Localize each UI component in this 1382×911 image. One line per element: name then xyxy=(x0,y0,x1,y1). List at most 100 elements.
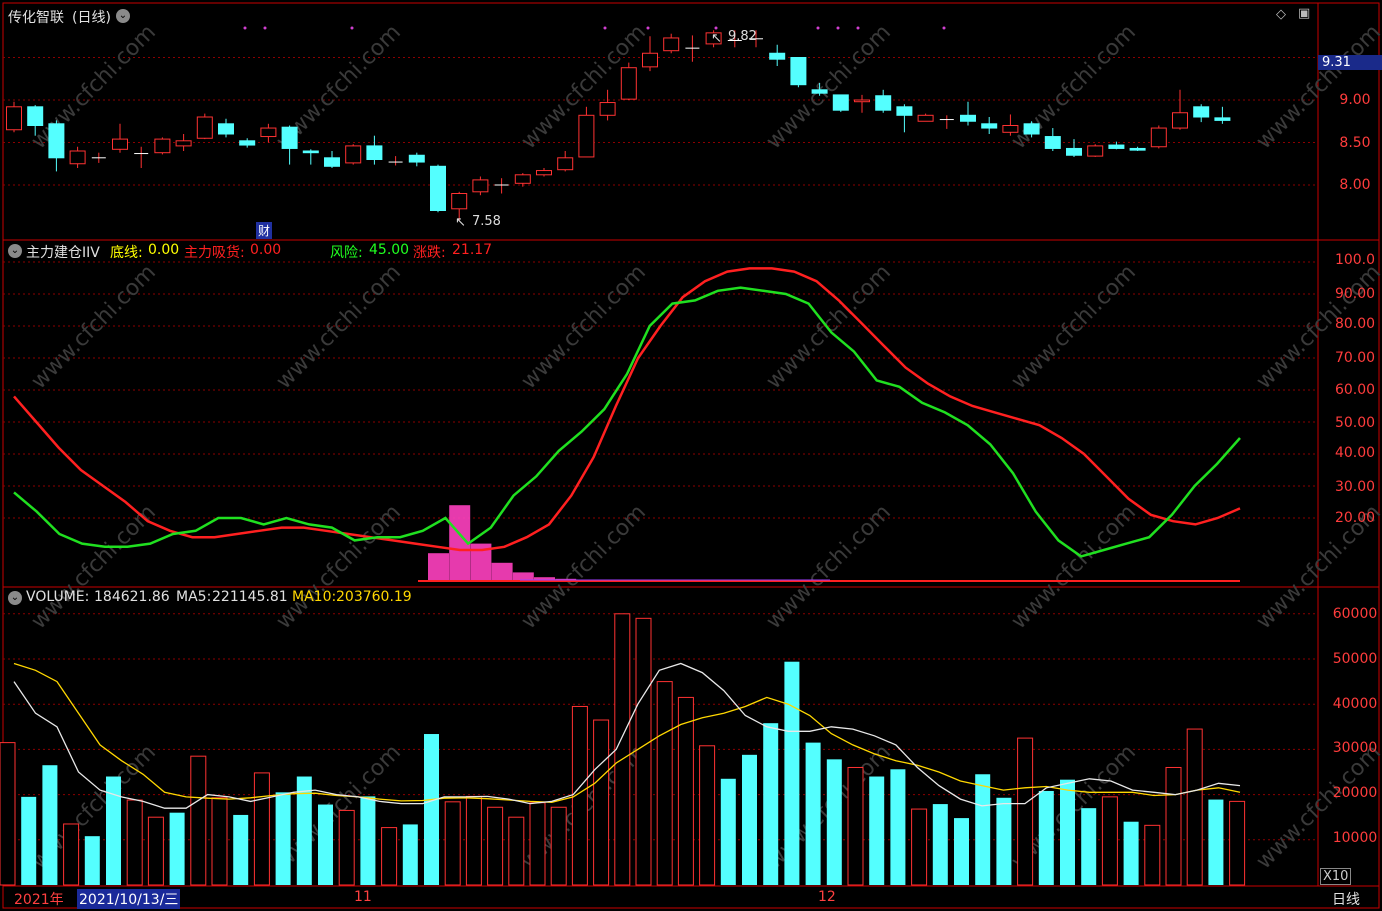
volume-bar-up xyxy=(635,617,652,886)
volume-bar-down xyxy=(169,812,185,885)
volume-axis-label: 40000 xyxy=(1332,696,1378,712)
candle-body xyxy=(1214,117,1231,121)
candle-body xyxy=(705,32,722,45)
volume-bar-down xyxy=(975,774,991,885)
volume-bar-up xyxy=(1144,824,1161,886)
candle-body xyxy=(1066,147,1082,156)
volume-ma10-value: 203760.19 xyxy=(336,589,412,605)
signal-dot xyxy=(243,26,247,30)
volume-ma10-label: MA10: xyxy=(292,589,337,605)
signal-dot xyxy=(836,26,840,30)
volume-bar-up xyxy=(656,681,673,886)
high-price-mark: 9.82 xyxy=(728,29,757,44)
indicator-axis-label: 60.00 xyxy=(1334,382,1376,398)
indicator-baseline-label: 底线: xyxy=(110,245,143,261)
volume-bar-up xyxy=(253,772,270,886)
price-panel-menu-icon[interactable]: ⌄ xyxy=(116,9,130,23)
window-icon[interactable]: ▣ xyxy=(1298,6,1311,21)
accumulation-bar xyxy=(428,553,449,582)
volume-ma5-label: MA5: xyxy=(176,589,212,605)
candle-body xyxy=(1002,125,1019,133)
candle-body xyxy=(917,114,934,122)
accumulation-bar xyxy=(491,562,513,582)
volume-bar-down xyxy=(275,792,291,885)
volume-panel-menu-icon[interactable]: ⌄ xyxy=(8,591,22,605)
indicator-accum-value: 0.00 xyxy=(250,242,282,258)
candle-body xyxy=(769,52,786,60)
volume-bar-down xyxy=(84,836,100,885)
signal-dot xyxy=(816,26,820,30)
candle-body xyxy=(854,99,870,103)
volume-axis-label: 10000 xyxy=(1332,830,1378,846)
indicator-change-value: 21.17 xyxy=(452,242,493,258)
low-arrow-icon: ↖ xyxy=(455,215,466,230)
indicator-accum-label: 主力吸货: xyxy=(184,245,245,261)
volume-axis-label: 20000 xyxy=(1332,785,1378,801)
candle-body xyxy=(112,138,128,150)
volume-bar-down xyxy=(1081,808,1097,885)
finance-badge[interactable]: 财 xyxy=(256,222,273,239)
candle-body xyxy=(196,116,213,139)
low-price-mark: 7.58 xyxy=(472,214,501,229)
indicator-name: 主力建仓IIV xyxy=(26,245,100,261)
volume-bar-down xyxy=(1038,790,1054,885)
volume-bar-down xyxy=(106,776,121,885)
candle-body xyxy=(281,126,298,149)
candle-body xyxy=(960,114,976,122)
candle-body xyxy=(451,193,468,210)
volume-bar-down xyxy=(296,776,312,885)
watermark-text: www.cfchi.com xyxy=(1007,260,1141,394)
candle-body xyxy=(663,37,680,52)
candle-body xyxy=(599,102,616,116)
volume-bar-up xyxy=(847,766,864,886)
volume-bar-up xyxy=(1165,766,1182,886)
signal-dot xyxy=(714,26,718,30)
candle-body xyxy=(1108,144,1125,149)
volume-bar-up xyxy=(1186,728,1203,886)
high-arrow-icon: ↖ xyxy=(711,31,722,46)
candle-body xyxy=(981,123,998,129)
signal-dot xyxy=(350,26,354,30)
accumulation-bar xyxy=(470,543,492,582)
volume-bar-down xyxy=(763,723,779,885)
indicator-axis-label: 90.00 xyxy=(1334,286,1376,302)
indicator-axis-label: 30.00 xyxy=(1334,479,1376,495)
volume-bar-up xyxy=(126,799,143,886)
candle-body xyxy=(811,89,828,94)
indicator-axis-label: 40.00 xyxy=(1334,445,1376,461)
accumulation-bar xyxy=(512,572,534,582)
watermark-text: www.cfchi.com xyxy=(272,260,406,394)
diamond-icon[interactable]: ◇ xyxy=(1276,7,1286,22)
volume-bar-down xyxy=(424,734,439,885)
volume-bar-down xyxy=(1060,779,1075,885)
indicator-axis-label: 80.00 xyxy=(1334,316,1376,332)
period-button[interactable]: 日线 xyxy=(1332,892,1360,908)
volume-scale-badge: X10 xyxy=(1320,868,1352,885)
volume-bar-down xyxy=(954,818,969,885)
volume-bar-up xyxy=(190,755,207,886)
price-axis-label: 9.00 xyxy=(1339,92,1371,108)
candle-body xyxy=(790,57,807,86)
candle-body xyxy=(324,157,340,167)
candle-body xyxy=(1172,112,1188,129)
volume-bar-up xyxy=(529,802,546,886)
volume-bar-down xyxy=(1123,821,1139,885)
volume-bar-up xyxy=(614,613,631,886)
volume-bar-up xyxy=(63,823,80,886)
indicator-panel-menu-icon[interactable]: ⌄ xyxy=(8,244,22,258)
signal-dot xyxy=(263,26,267,30)
candle-body xyxy=(832,94,849,111)
volume-bar-up xyxy=(677,696,694,886)
candle-body xyxy=(430,165,446,212)
watermark-text: www.cfchi.com xyxy=(1252,740,1382,874)
price-candles: ↖↖ xyxy=(6,26,1231,230)
watermark-text: www.cfchi.com xyxy=(762,20,896,154)
risk-line xyxy=(13,286,1241,558)
accumulation-bar xyxy=(449,505,471,582)
volume-bar-up xyxy=(1229,800,1246,886)
indicator-axis-label: 20.00 xyxy=(1334,510,1376,526)
time-axis-month-12: 12 xyxy=(818,889,836,905)
candle-body xyxy=(175,140,192,147)
